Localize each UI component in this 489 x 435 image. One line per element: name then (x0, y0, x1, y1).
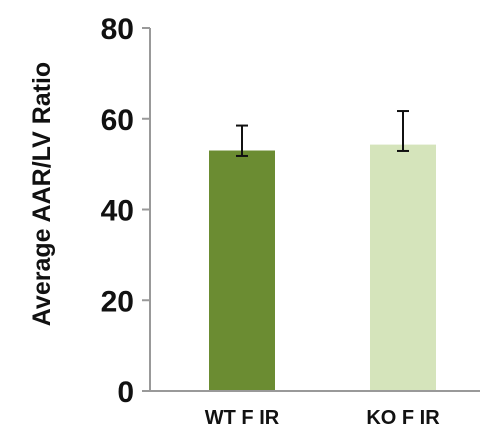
error-bars (236, 110, 409, 157)
y-tick-label: 60 (101, 104, 134, 137)
x-tick-label: KO F IR (366, 407, 440, 429)
y-axis: 0 20 40 60 80 (101, 13, 150, 409)
y-tick-label: 40 (101, 195, 134, 228)
error-bar (397, 110, 409, 152)
error-bar (236, 124, 248, 157)
y-axis-label: Average AAR/LV Ratio (28, 62, 56, 326)
bar-ko-f-ir (370, 144, 436, 391)
x-tick-label: WT F IR (205, 407, 280, 429)
y-tick-label: 0 (117, 376, 134, 409)
y-tick-label: 20 (101, 285, 134, 318)
bar-wt-f-ir (209, 150, 275, 391)
bars (209, 144, 436, 391)
y-tick-label: 80 (101, 13, 134, 46)
x-axis: WT F IR KO F IR (205, 407, 440, 429)
